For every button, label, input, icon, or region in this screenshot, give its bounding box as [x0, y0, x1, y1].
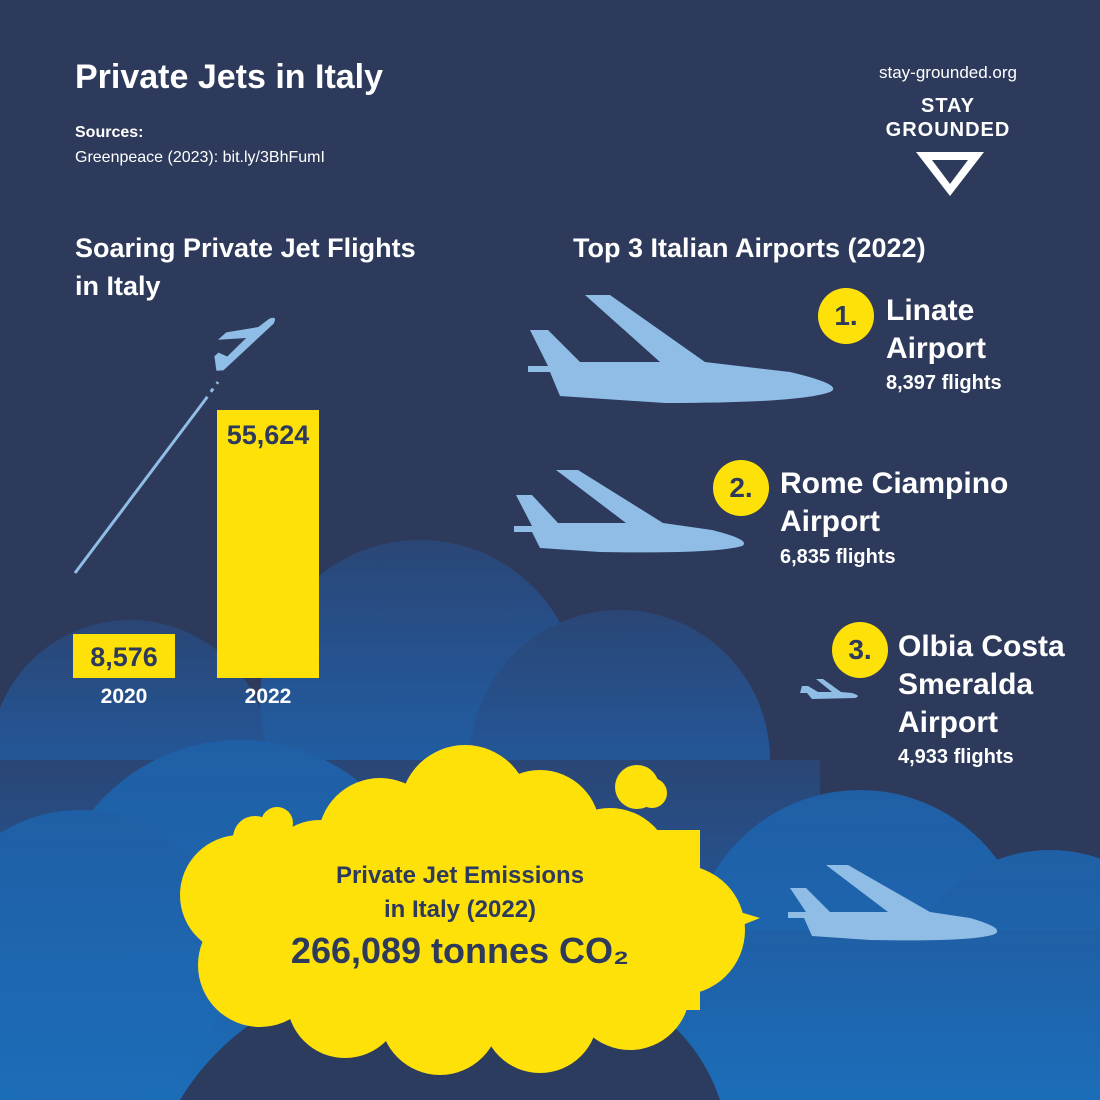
trajectory-dashes [203, 381, 220, 401]
bar-value-label: 55,624 [226, 420, 310, 450]
airport-flights-2: 6,835 flights [780, 546, 896, 568]
flights-heading-line2: in Italy [75, 271, 161, 301]
olbia-plane-icon [800, 679, 858, 699]
logo-line1: STAY [920, 95, 976, 117]
emissions-plane-icon [788, 865, 998, 941]
airport-name-2a: Rome Ciampino [780, 467, 1009, 500]
airport-flights-1: 8,397 flights [886, 372, 1002, 394]
airport-name-3a: Olbia Costa [898, 630, 1065, 663]
emissions-line1: Private Jet Emissions [335, 862, 585, 889]
airport-name-1a: Linate [886, 294, 975, 327]
airport-name-3c: Airport [898, 706, 998, 739]
sources-text: Greenpeace (2023): bit.ly/3BhFumI [75, 149, 325, 166]
bar-2022: 55,624 [217, 410, 319, 678]
rank-badge-3: 3. [832, 622, 888, 678]
emissions-value: 266,089 tonnes CO₂ [290, 930, 630, 971]
category-label-2020: 2020 [100, 685, 148, 708]
trajectory-line [73, 399, 207, 574]
v-chevron-icon [916, 152, 984, 196]
bar-value-label: 8,576 [90, 642, 158, 672]
rank-badge-2: 2. [713, 460, 769, 516]
bar-2020: 8,576 [73, 634, 175, 678]
airport-flights-3: 4,933 flights [898, 746, 1014, 768]
ciampino-plane-icon [514, 470, 744, 553]
linate-plane-icon [528, 295, 834, 403]
airport-name-2b: Airport [780, 505, 880, 538]
rising-plane-icon [214, 317, 275, 371]
sources-heading: Sources: [75, 124, 144, 141]
emissions-line2: in Italy (2022) [383, 896, 537, 923]
airports-heading: Top 3 Italian Airports (2022) [573, 233, 926, 263]
logo-line2: GROUNDED [885, 119, 1011, 141]
airport-name-3b: Smeralda [898, 668, 1034, 701]
airport-name-1b: Airport [886, 332, 986, 365]
logo-url: stay-grounded.org [879, 63, 1017, 82]
rank-badge-1: 1. [818, 288, 874, 344]
flights-heading-line1: Soaring Private Jet Flights [75, 233, 416, 263]
page-title: Private Jets in Italy [75, 58, 384, 96]
category-label-2022: 2022 [244, 685, 292, 708]
